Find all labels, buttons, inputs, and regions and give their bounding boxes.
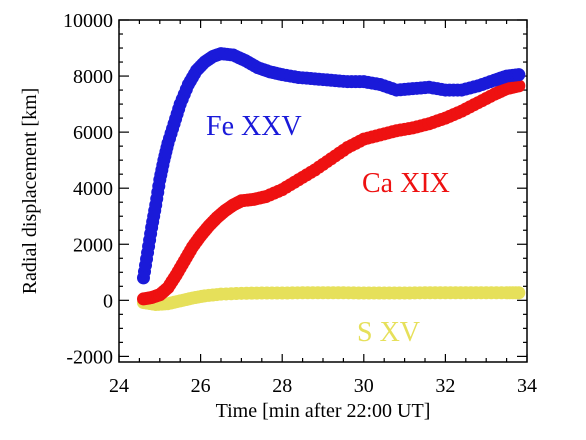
series-s-xv: [136, 286, 526, 312]
y-tick-label: 2000: [73, 234, 113, 256]
x-axis-label: Time [min after 22:00 UT]: [216, 400, 431, 422]
series-label-s-xv: S XV: [357, 317, 420, 348]
y-tick-label: 10000: [63, 10, 113, 32]
y-axis-label: Radial displacement [km]: [19, 88, 41, 295]
data-point: [512, 68, 526, 82]
y-tick-label: 4000: [73, 178, 113, 200]
y-tick-label: 0: [103, 290, 113, 312]
series-layer: [136, 47, 526, 312]
series-ca-xix: [136, 79, 526, 306]
data-point: [512, 79, 526, 93]
series-label-ca-xix: Ca XIX: [362, 168, 450, 199]
x-tick-label: 26: [191, 375, 211, 397]
x-tick-label: 30: [354, 375, 374, 397]
x-tick-label: 24: [109, 375, 129, 397]
x-tick-label: 28: [272, 375, 292, 397]
y-tick-label: 6000: [73, 122, 113, 144]
y-tick-label: -2000: [66, 346, 113, 368]
data-point: [512, 286, 526, 300]
y-tick-label: 8000: [73, 66, 113, 88]
tick-labels: 24 26 28 30 32 34 -2000 0 2000 4000 6000 8000 10000: [63, 10, 537, 397]
plot-frame: [118, 19, 528, 363]
series-label-fe-xxv: Fe XXV: [206, 111, 302, 142]
x-tick-label: 34: [517, 375, 537, 397]
axis-ticks: [118, 19, 528, 362]
series-fe-xxv: [136, 47, 526, 285]
x-tick-label: 32: [435, 375, 455, 397]
